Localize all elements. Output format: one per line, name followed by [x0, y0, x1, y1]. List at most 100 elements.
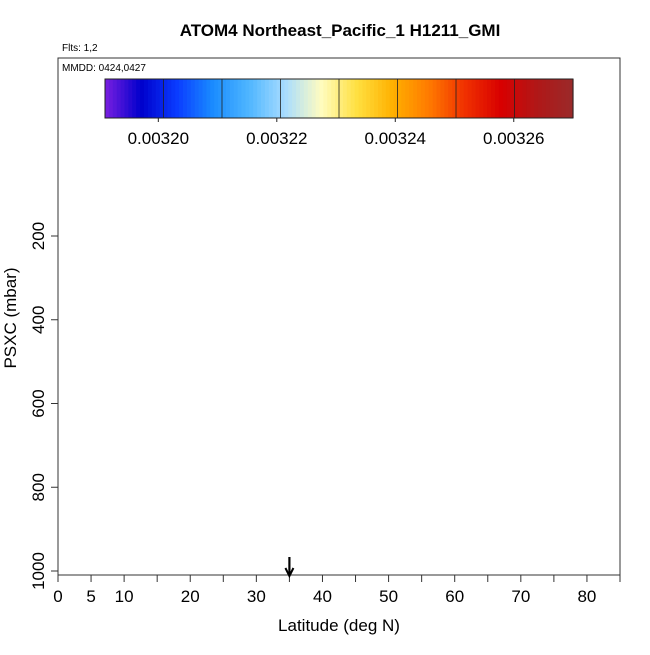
colorbar-cell — [545, 79, 551, 118]
colorbar-cell — [132, 79, 137, 118]
colorbar-cell — [491, 79, 496, 118]
x-tick-label: 5 — [86, 587, 95, 606]
colorbar-cell — [452, 79, 457, 118]
colorbar-cell — [432, 79, 438, 118]
colorbar-cell — [257, 79, 262, 118]
colorbar-cell — [483, 79, 488, 118]
colorbar-cell — [163, 79, 168, 118]
colorbar-cell — [288, 79, 293, 118]
y-axis-label: PSXC (mbar) — [1, 267, 20, 368]
colorbar-cell — [428, 79, 434, 118]
colorbar-cell — [280, 79, 285, 118]
colorbar-cell — [526, 79, 531, 118]
colorbar-cell — [198, 79, 204, 118]
x-axis-label: Latitude (deg N) — [278, 616, 400, 635]
colorbar-cell — [530, 79, 535, 118]
colorbar-tick-label: 0.00324 — [365, 129, 426, 148]
colorbar-cell — [225, 79, 231, 118]
colorbar-cell — [420, 79, 426, 118]
colorbar-cell — [409, 79, 414, 118]
colorbar-cell — [358, 79, 363, 118]
colorbar-cell — [362, 79, 367, 118]
colorbar-tick-label: 0.00320 — [128, 129, 189, 148]
colorbar-cell — [276, 79, 282, 118]
colorbar-cell — [108, 79, 114, 118]
colorbar-cell — [323, 79, 328, 118]
colorbar-cell — [479, 79, 484, 118]
colorbar-cell — [514, 79, 519, 118]
colorbar-cell — [214, 79, 219, 118]
colorbar-cell — [116, 79, 122, 118]
x-tick-label: 40 — [313, 587, 332, 606]
colorbar-cell — [471, 79, 477, 118]
colorbar-cell — [381, 79, 387, 118]
x-tick-label: 50 — [379, 587, 398, 606]
colorbar-cell — [261, 79, 266, 118]
colorbar-cell — [413, 79, 418, 118]
colorbar-cell — [335, 79, 340, 118]
colorbar-cell — [222, 79, 227, 118]
colorbar-cell — [112, 79, 118, 118]
colorbar-tick-label: 0.00326 — [483, 129, 544, 148]
colorbar-cell — [245, 79, 250, 118]
x-tick-label: 10 — [115, 587, 134, 606]
colorbar-cell — [561, 79, 566, 118]
colorbar-cell — [136, 79, 141, 118]
colorbar-cell — [206, 79, 211, 118]
colorbar-cell — [401, 79, 406, 118]
colorbar-cell — [444, 79, 449, 118]
colorbar-cell — [237, 79, 243, 118]
flights-label: Flts: 1,2 — [62, 43, 98, 54]
colorbar-cell — [140, 79, 145, 118]
colorbar-cell — [300, 79, 305, 118]
y-tick-label: 1000 — [29, 552, 48, 590]
colorbar-cell — [128, 79, 133, 118]
colorbar-cell — [319, 79, 324, 118]
plot-frame — [57, 57, 621, 576]
colorbar-cell — [171, 79, 176, 118]
colorbar-cell — [307, 79, 313, 118]
colorbar-tick-label: 0.00322 — [246, 129, 307, 148]
colorbar-cell — [385, 79, 391, 118]
y-tick-label: 600 — [29, 389, 48, 417]
colorbar-cell — [534, 79, 539, 118]
colorbar-cell — [342, 79, 348, 118]
x-tick-label: 30 — [247, 587, 266, 606]
colorbar-cell — [456, 79, 461, 118]
colorbar-cell — [440, 79, 445, 118]
y-tick-label: 400 — [29, 306, 48, 334]
colorbar-cell — [120, 79, 126, 118]
colorbar-cell — [249, 79, 254, 118]
colorbar-cell — [144, 79, 149, 118]
colorbar-cell — [331, 79, 336, 118]
colorbar-cell — [190, 79, 196, 118]
colorbar-cell — [354, 79, 360, 118]
colorbar-cell — [397, 79, 402, 118]
colorbar-cell — [339, 79, 344, 118]
colorbar-cell — [502, 79, 508, 118]
colorbar-cell — [459, 79, 465, 118]
colorbar-cell — [175, 79, 180, 118]
axes: 0 5 10 20 30 40 50 60 70 80 200 400 600 800 1000 — [29, 222, 621, 606]
colorbar-cell — [366, 79, 371, 118]
colorbar-cell — [327, 79, 332, 118]
colorbar-cell — [151, 79, 157, 118]
colorbar-cell — [448, 79, 453, 118]
colorbar: 0.00320 0.00322 0.00324 0.00326 — [104, 78, 574, 148]
colorbar-cell — [518, 79, 523, 118]
colorbar-cell — [155, 79, 161, 118]
colorbar-cell — [498, 79, 504, 118]
colorbar-cell — [487, 79, 492, 118]
colorbar-cell — [179, 79, 184, 118]
colorbar-cell — [374, 79, 379, 118]
colorbar-cell — [506, 79, 512, 118]
colorbar-cell — [565, 79, 570, 118]
colorbar-cell — [370, 79, 375, 118]
x-tick-label: 60 — [445, 587, 464, 606]
colorbar-cell — [183, 79, 188, 118]
colorbar-cell — [284, 79, 289, 118]
colorbar-cell — [475, 79, 480, 118]
x-tick-label: 20 — [181, 587, 200, 606]
colorbar-cell — [346, 79, 352, 118]
